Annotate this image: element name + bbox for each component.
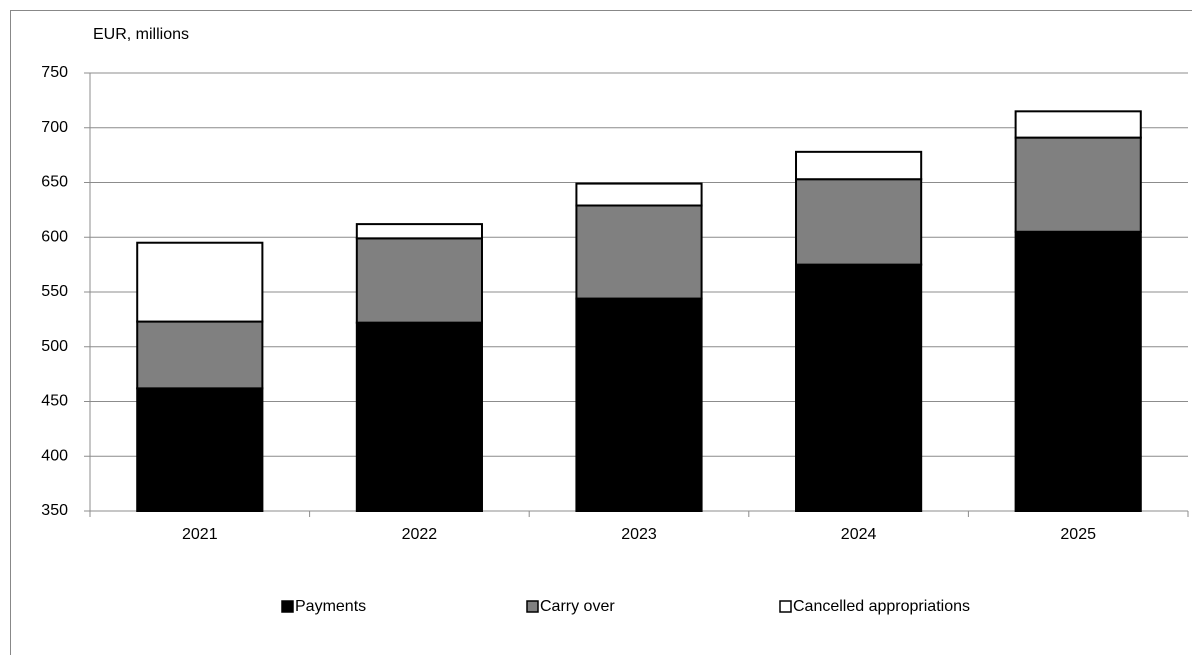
bar-segment [1014,110,1142,139]
bar-segment [136,241,264,323]
bar-segment [1014,136,1142,233]
bar-segment [795,150,923,181]
y-tick-label: 500 [41,338,68,355]
legend-swatch [281,600,294,613]
legend-swatch [526,600,539,613]
y-tick-label: 750 [41,64,68,81]
y-tick-label: 350 [41,502,68,519]
bar-segment [355,237,483,324]
chart-frame [10,10,1192,655]
y-tick-label: 700 [41,119,68,136]
legend-label: Cancelled appropriations [793,598,970,615]
x-tick-label: 2025 [1060,526,1096,543]
x-tick-label: 2024 [841,526,877,543]
bar-segment [575,182,703,207]
bar-segment [795,263,923,512]
y-tick-label: 550 [41,283,68,300]
bar-segment [136,320,264,390]
bar-segment [575,204,703,300]
legend-swatch [779,600,792,613]
y-tick-label: 650 [41,174,68,191]
x-tick-label: 2022 [402,526,438,543]
y-tick-label: 450 [41,393,68,410]
x-tick-label: 2023 [621,526,657,543]
bar-segment [136,387,264,512]
y-axis-label: EUR, millions [93,26,189,43]
bar-segment [355,321,483,512]
bar-segment [1014,230,1142,512]
bar-segment [355,223,483,240]
legend-label: Carry over [540,598,615,615]
legend-label: Payments [295,598,366,615]
y-tick-label: 400 [41,447,68,464]
x-tick-label: 2021 [182,526,218,543]
y-tick-label: 600 [41,228,68,245]
bar-segment [575,297,703,512]
bar-segment [795,178,923,266]
